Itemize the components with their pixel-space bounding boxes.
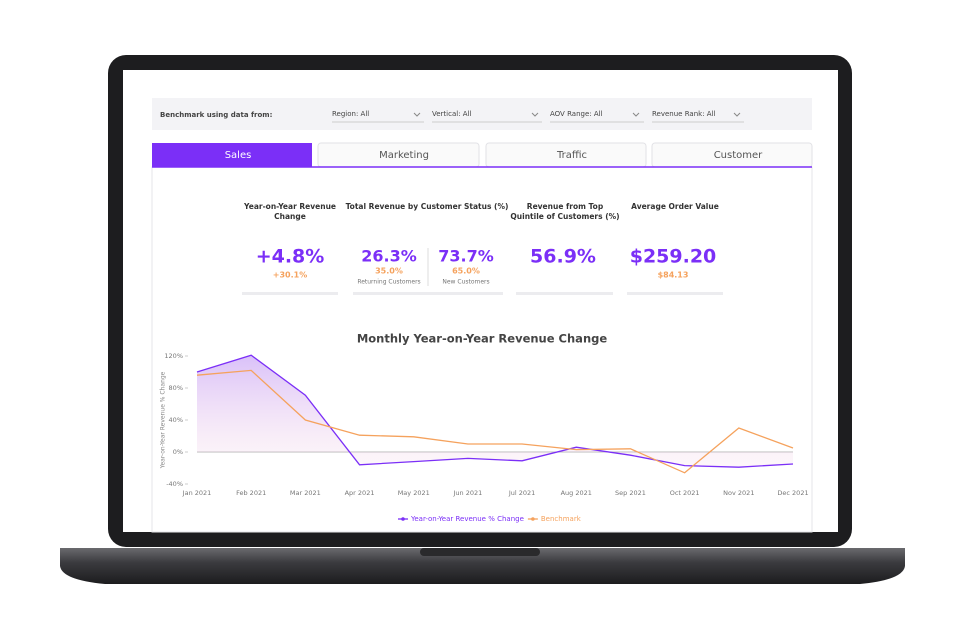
filter[interactable]: AOV Range: All <box>550 110 603 118</box>
chart-title: Monthly Year-on-Year Revenue Change <box>357 332 608 346</box>
kpi-value: 56.9% <box>530 246 596 268</box>
filter-bar <box>152 98 812 130</box>
tab-sales[interactable] <box>152 143 312 167</box>
x-tick-label: May 2021 <box>398 489 430 497</box>
filter-label: Benchmark using data from: <box>160 111 273 119</box>
x-tick-label: Oct 2021 <box>670 489 700 497</box>
tab-label[interactable]: Marketing <box>379 150 429 161</box>
kpi-benchmark: 35.0% <box>375 267 403 276</box>
y-tick-label: 0% <box>173 448 183 456</box>
kpi-title: Total Revenue by Customer Status (%) <box>346 202 509 211</box>
filter[interactable]: Revenue Rank: All <box>652 110 716 118</box>
kpi-bar <box>242 292 338 295</box>
kpi-title: Average Order Value <box>631 202 719 211</box>
x-tick-label: Feb 2021 <box>236 489 266 497</box>
kpi-value: +4.8% <box>256 246 325 268</box>
legend-label: Benchmark <box>541 515 582 523</box>
y-tick-label: -40% <box>166 480 183 488</box>
chevron <box>632 112 640 117</box>
kpi-bar <box>627 292 723 295</box>
legend-dot <box>531 517 535 521</box>
chevron <box>531 112 539 117</box>
kpi-label: Returning Customers <box>357 279 420 286</box>
kpi-value: $259.20 <box>630 246 717 268</box>
y-axis-label: Year-on-Year Revenue % Change <box>160 371 167 469</box>
y-tick-label: 120% <box>164 352 183 360</box>
notch <box>420 548 540 556</box>
series-area <box>197 355 793 468</box>
chevron <box>733 112 741 117</box>
x-tick-label: Nov 2021 <box>723 489 754 497</box>
x-tick-label: Mar 2021 <box>290 489 321 497</box>
kpi-value: 73.7% <box>438 247 494 266</box>
x-tick-label: Jan 2021 <box>182 489 212 497</box>
y-tick-label: 40% <box>169 416 183 424</box>
legend-label: Year-on-Year Revenue % Change <box>410 515 524 523</box>
kpi-label: New Customers <box>442 279 489 286</box>
legend-dot <box>401 517 405 521</box>
kpi-title: Quintile of Customers (%) <box>510 212 619 221</box>
x-tick-label: Sep 2021 <box>615 489 646 497</box>
x-tick-label: Apr 2021 <box>345 489 375 497</box>
kpi-bar <box>516 292 613 295</box>
filter-vertical[interactable]: Vertical: All <box>432 110 542 123</box>
x-tick-label: Dec 2021 <box>777 489 808 497</box>
filter-region[interactable]: Region: All <box>332 110 424 123</box>
kpi-value: 26.3% <box>361 247 417 266</box>
kpi-title: Revenue from Top <box>527 202 604 211</box>
chevron <box>413 112 421 117</box>
x-tick-label: Aug 2021 <box>561 489 592 497</box>
kpi-benchmark: $84.13 <box>658 271 689 280</box>
laptop-base <box>60 548 905 584</box>
panel <box>151 166 813 533</box>
kpi-benchmark: 65.0% <box>452 267 480 276</box>
kpi-bar <box>353 292 503 295</box>
kpi-benchmark: +30.1% <box>273 271 307 280</box>
y-tick-label: 80% <box>169 384 183 392</box>
tab-label[interactable]: Traffic <box>556 150 587 161</box>
kpi-title: Change <box>274 212 306 221</box>
series-line <box>196 369 794 474</box>
filter-aov[interactable]: AOV Range: All <box>550 110 644 123</box>
kpi-title: Year-on-Year Revenue <box>243 202 336 211</box>
x-tick-label: Jun 2021 <box>453 489 483 497</box>
filter[interactable]: Vertical: All <box>432 110 472 118</box>
tab-label[interactable]: Customer <box>714 150 763 161</box>
filter-rank[interactable]: Revenue Rank: All <box>652 110 744 123</box>
tab-label[interactable]: Sales <box>225 150 252 161</box>
filter[interactable]: Region: All <box>332 110 369 118</box>
x-tick-label: Jul 2021 <box>508 489 535 497</box>
